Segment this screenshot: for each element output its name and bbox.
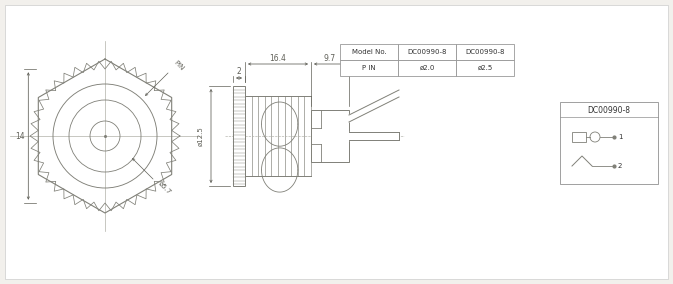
- Text: DC00990-8: DC00990-8: [588, 105, 631, 114]
- Text: 2: 2: [237, 66, 242, 76]
- Bar: [233, 86, 245, 186]
- Text: DC00990-8: DC00990-8: [465, 49, 505, 55]
- Text: 2: 2: [618, 163, 623, 169]
- Bar: [398, 60, 456, 76]
- Bar: [340, 60, 398, 76]
- Text: 16.4: 16.4: [270, 53, 287, 62]
- Text: DC00990-8: DC00990-8: [407, 49, 447, 55]
- Bar: [398, 44, 456, 60]
- Text: Model No.: Model No.: [351, 49, 386, 55]
- Text: PIN: PIN: [173, 60, 185, 72]
- Text: 1: 1: [618, 134, 623, 140]
- Bar: [560, 102, 658, 184]
- Polygon shape: [349, 90, 399, 122]
- Text: ø12.5: ø12.5: [198, 126, 204, 146]
- Text: ø5.7: ø5.7: [157, 180, 172, 196]
- Bar: [456, 60, 514, 76]
- Bar: [311, 110, 349, 162]
- Bar: [572, 132, 586, 142]
- Text: 14: 14: [15, 131, 25, 141]
- Text: P IN: P IN: [362, 65, 376, 71]
- Bar: [340, 44, 398, 60]
- Text: ø2.5: ø2.5: [477, 65, 493, 71]
- Text: 9.7: 9.7: [324, 53, 336, 62]
- Bar: [456, 44, 514, 60]
- Text: ø2.0: ø2.0: [419, 65, 435, 71]
- Polygon shape: [349, 132, 399, 140]
